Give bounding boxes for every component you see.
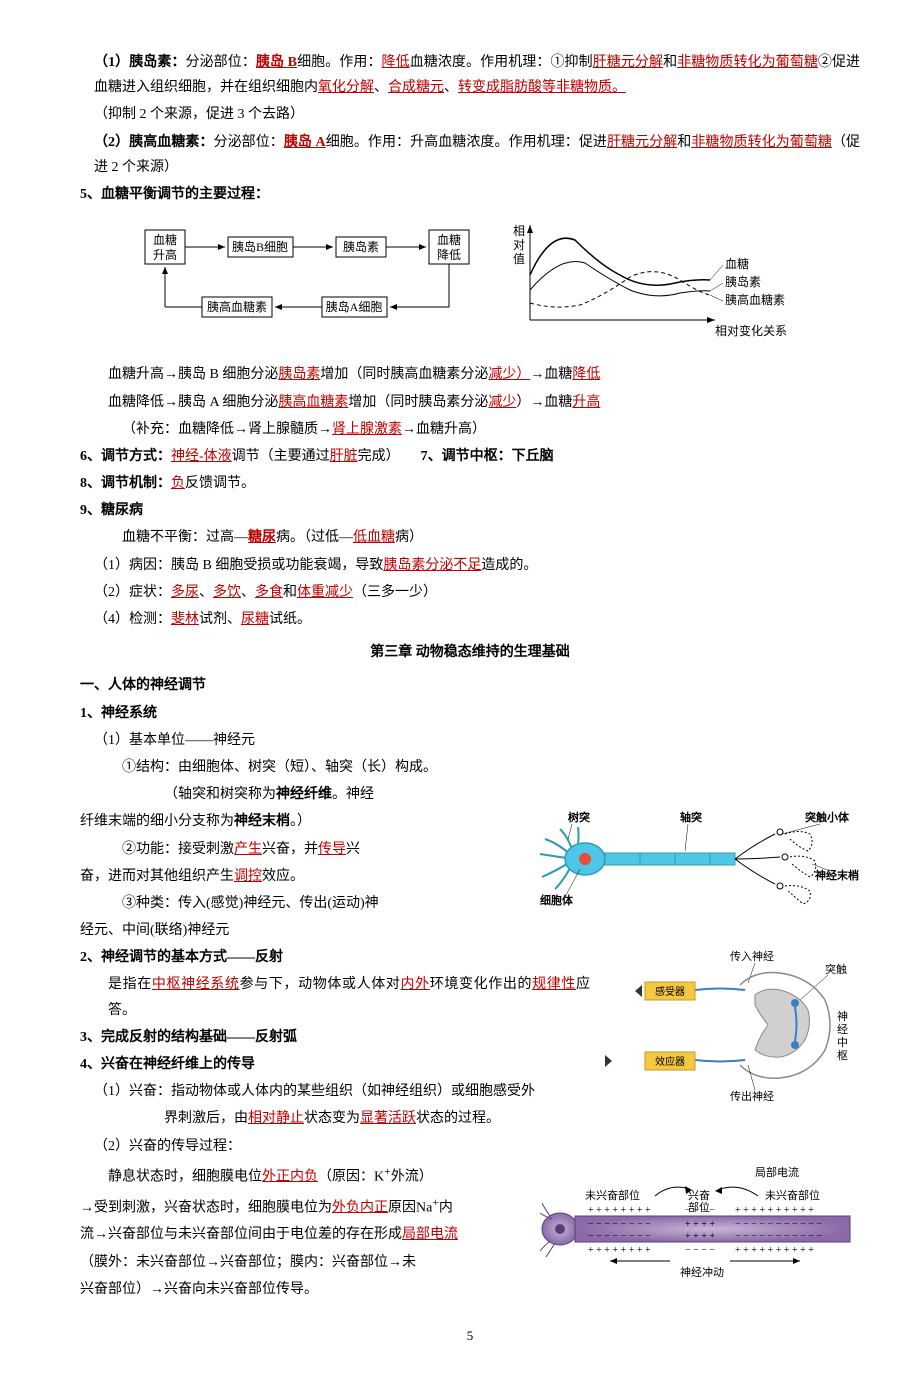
svg-text:反应: 反应	[615, 1055, 635, 1068]
svg-text:中: 中	[837, 1036, 848, 1049]
section-1: 一、人体的神经调节	[80, 673, 860, 698]
glucagon-para: （2）胰高血糖素：分泌部位：胰岛 A细胞。作用：升高血糖浓度。作用机理：促进肝糖…	[80, 130, 860, 180]
chart-label-1: 血糖	[725, 256, 749, 271]
svg-text:降低: 降低	[437, 248, 461, 262]
excite-p2: （2）兴奋的传导过程：	[80, 1134, 860, 1159]
svg-text:相: 相	[513, 224, 525, 238]
svg-text:+ + + +: + + + +	[685, 1219, 715, 1230]
heading-8: 8、调节机制：负反馈调节。	[80, 471, 860, 496]
svg-text:细胞体: 细胞体	[540, 893, 574, 907]
chapter-3-title: 第三章 动物稳态维持的生理基础	[80, 640, 860, 665]
neuron-p3: （轴突和树突称为神经纤维。神经	[80, 782, 860, 807]
reflex-diagram: 传入神经 突触 感受器 效应器 刺激 反应 神经中枢 传出神经	[600, 945, 860, 1124]
svg-text:− − − − − − − −: − − − − − − − −	[588, 1231, 651, 1242]
insulin-label: （1）胰岛素：	[94, 55, 186, 70]
svg-text:对: 对	[513, 238, 525, 252]
chart-xlabel: 相对变化关系	[715, 323, 787, 338]
diabetes-c: （2）症状：多尿、多饮、多食和体重减少（三多一少）	[80, 580, 860, 605]
svg-text:− − − −: − − − −	[685, 1245, 715, 1256]
neuron-p2: ①结构：由细胞体、树突（短）、轴突（长）构成。	[80, 755, 860, 780]
svg-text:经: 经	[837, 1023, 848, 1036]
svg-text:效应器: 效应器	[655, 1055, 685, 1068]
svg-text:升高: 升高	[153, 247, 177, 262]
svg-text:轴突: 轴突	[680, 810, 702, 824]
neuron-p1: （1）基本单位——神经元	[80, 728, 860, 753]
svg-text:传出神经: 传出神经	[730, 1089, 774, 1103]
svg-text:值: 值	[513, 251, 525, 266]
svg-text:+ + + +: + + + +	[685, 1231, 715, 1242]
svg-text:胰高血糖素: 胰高血糖素	[207, 299, 267, 314]
process-1: 血糖升高→胰岛 B 细胞分泌胰岛素增加（同时胰高血糖素分泌减少）→血糖降低	[80, 362, 860, 387]
svg-text:胰岛A细胞: 胰岛A细胞	[326, 299, 383, 314]
svg-text:− − − − − − − − − − −: − − − − − − − − − − −	[735, 1231, 822, 1242]
neuron-p6b: 经元、中间(联络)神经元	[80, 918, 860, 943]
svg-text:树突: 树突	[568, 810, 590, 824]
svg-text:未兴奋部位: 未兴奋部位	[765, 1188, 820, 1202]
svg-text:传入神经: 传入神经	[730, 949, 774, 963]
svg-text:血糖: 血糖	[437, 232, 461, 247]
svg-text:+ + + + + + + + + +: + + + + + + + + + +	[735, 1205, 814, 1216]
svg-text:血糖: 血糖	[153, 232, 177, 247]
insulin-note: （抑制 2 个来源，促进 3 个去路）	[80, 102, 860, 127]
line-chart: 相对值 血糖 胰岛素 胰高血糖素 相对变化关系	[505, 215, 795, 354]
chart-label-3: 胰高血糖素	[725, 292, 785, 307]
heading-6-7: 6、调节方式：神经-体液调节（主要通过肝脏完成） 7、调节中枢：下丘脑	[80, 444, 860, 469]
process-2: 血糖降低→胰岛 A 细胞分泌胰高血糖素增加（同时胰岛素分泌减少）→血糖升高	[80, 390, 860, 415]
diabetes-a: 血糖不平衡：过高—糖尿病。（过低—低血糖病）	[80, 525, 860, 550]
svg-text:神经冲动: 神经冲动	[680, 1265, 724, 1279]
svg-text:刺激: 刺激	[610, 978, 630, 991]
svg-text:突触小体: 突触小体	[805, 810, 850, 824]
heading-9: 9、糖尿病	[80, 498, 860, 523]
chart-label-2: 胰岛素	[725, 274, 761, 289]
svg-text:− − − − − − − −: − − − − − − − −	[588, 1219, 651, 1230]
svg-text:胰岛素: 胰岛素	[343, 239, 379, 254]
diagram-row: 血糖升高 胰岛B细胞 胰岛素 血糖降低 胰岛A细胞 胰高血糖素	[140, 215, 860, 354]
svg-text:未兴奋部位: 未兴奋部位	[585, 1188, 640, 1202]
svg-text:局部电流: 局部电流	[755, 1165, 799, 1179]
process-3: （补充：血糖降低→肾上腺髓质→肾上腺激素→血糖升高）	[80, 417, 860, 442]
heading-5: 5、血糖平衡调节的主要过程：	[80, 182, 860, 207]
diabetes-b: （1）病因：胰岛 B 细胞受损或功能衰竭，导致胰岛素分泌不足造成的。	[80, 553, 860, 578]
svg-text:突触: 突触	[825, 962, 847, 976]
neuron-diagram: 树突 轴突 突触小体 细胞体 神经末梢	[530, 809, 860, 918]
svg-text:枢: 枢	[837, 1048, 848, 1062]
svg-text:胰岛B细胞: 胰岛B细胞	[232, 239, 288, 254]
diabetes-d: （4）检测：斐林试剂、尿糖试纸。	[80, 607, 860, 632]
svg-text:+ + + + + + + +: + + + + + + + +	[588, 1205, 651, 1216]
svg-text:神经末梢: 神经末梢	[815, 868, 859, 882]
page-number: 5	[80, 1324, 860, 1347]
svg-text:+ + + + + + + +: + + + + + + + +	[588, 1245, 651, 1256]
heading-1-1: 1、神经系统	[80, 701, 860, 726]
svg-text:+ + + + + + + + + +: + + + + + + + + + +	[735, 1245, 814, 1256]
svg-text:感受器: 感受器	[655, 985, 685, 998]
svg-text:− − − −: − − − −	[685, 1205, 715, 1216]
svg-text:神: 神	[837, 1009, 848, 1023]
insulin-para: （1）胰岛素：分泌部位：胰岛 B细胞。作用：降低血糖浓度。作用机理：①抑制肝糖元…	[80, 50, 860, 100]
nerve-fiber-diagram: 局部电流 未兴奋部位 兴奋部位 未兴奋部位 + + + + + + + +− −…	[540, 1161, 860, 1290]
flowchart: 血糖升高 胰岛B细胞 胰岛素 血糖降低 胰岛A细胞 胰高血糖素	[140, 215, 490, 354]
svg-text:− − − − − − − − − − −: − − − − − − − − − − −	[735, 1219, 822, 1230]
